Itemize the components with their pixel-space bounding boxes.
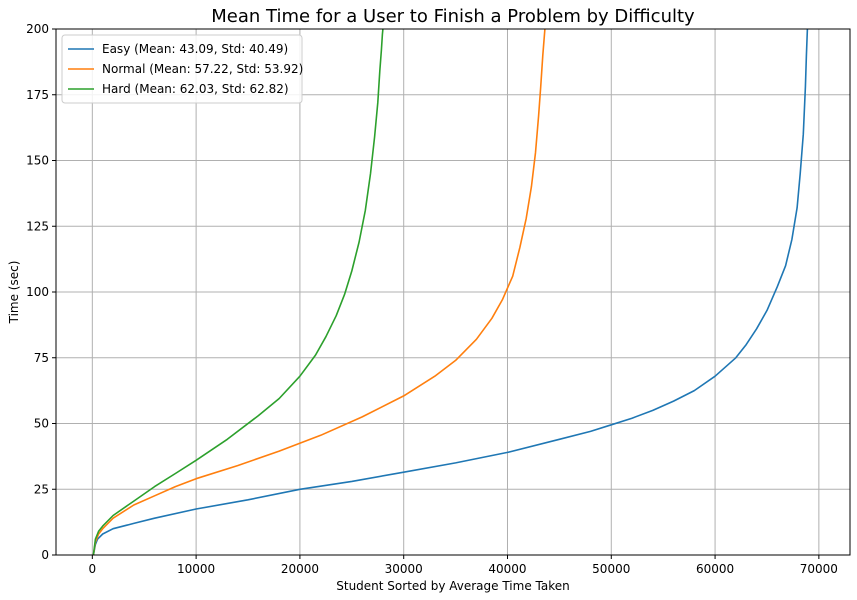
axis-ticks: 0 10000 20000 30000 40000 50000 60000 70000 0 25 5… [26, 22, 838, 576]
legend-label-2: Normal (Mean: 57.22, Std: 53.92) [102, 62, 303, 76]
x-tick-label: 40000 [488, 562, 526, 576]
y-axis-label: Time (sec) [7, 261, 21, 325]
series-line-2 [92, 29, 546, 555]
series-lines [92, 29, 809, 555]
y-tick-label: 0 [41, 548, 49, 562]
chart-title: Mean Time for a User to Finish a Problem… [211, 6, 695, 27]
x-tick-label: 50000 [592, 562, 630, 576]
y-tick-label: 125 [26, 219, 49, 233]
x-tick-label: 30000 [385, 562, 423, 576]
legend-box [61, 34, 303, 104]
x-axis-label: Student Sorted by Average Time Taken [336, 579, 569, 593]
y-tick-label: 175 [26, 88, 49, 102]
x-tick-label: 70000 [800, 562, 838, 576]
y-tick-label: 50 [34, 417, 49, 431]
y-tick-label: 75 [34, 351, 49, 365]
series-line-1 [92, 29, 809, 555]
y-tick-label: 200 [26, 22, 49, 36]
y-tick-label: 150 [26, 154, 49, 168]
x-tick-label: 20000 [281, 562, 319, 576]
y-tick-label: 25 [34, 482, 49, 496]
x-tick-label: 10000 [177, 562, 215, 576]
legend-label-3: Hard (Mean: 62.03, Std: 62.82) [102, 82, 289, 96]
x-tick-label: 0 [89, 562, 97, 576]
legend: Easy (Mean: 43.09, Std: 40.49) Normal (Me… [61, 34, 303, 104]
legend-label-1: Easy (Mean: 43.09, Std: 40.49) [102, 42, 288, 56]
y-tick-label: 100 [26, 285, 49, 299]
series-line-3 [92, 29, 384, 555]
x-tick-label: 60000 [696, 562, 734, 576]
